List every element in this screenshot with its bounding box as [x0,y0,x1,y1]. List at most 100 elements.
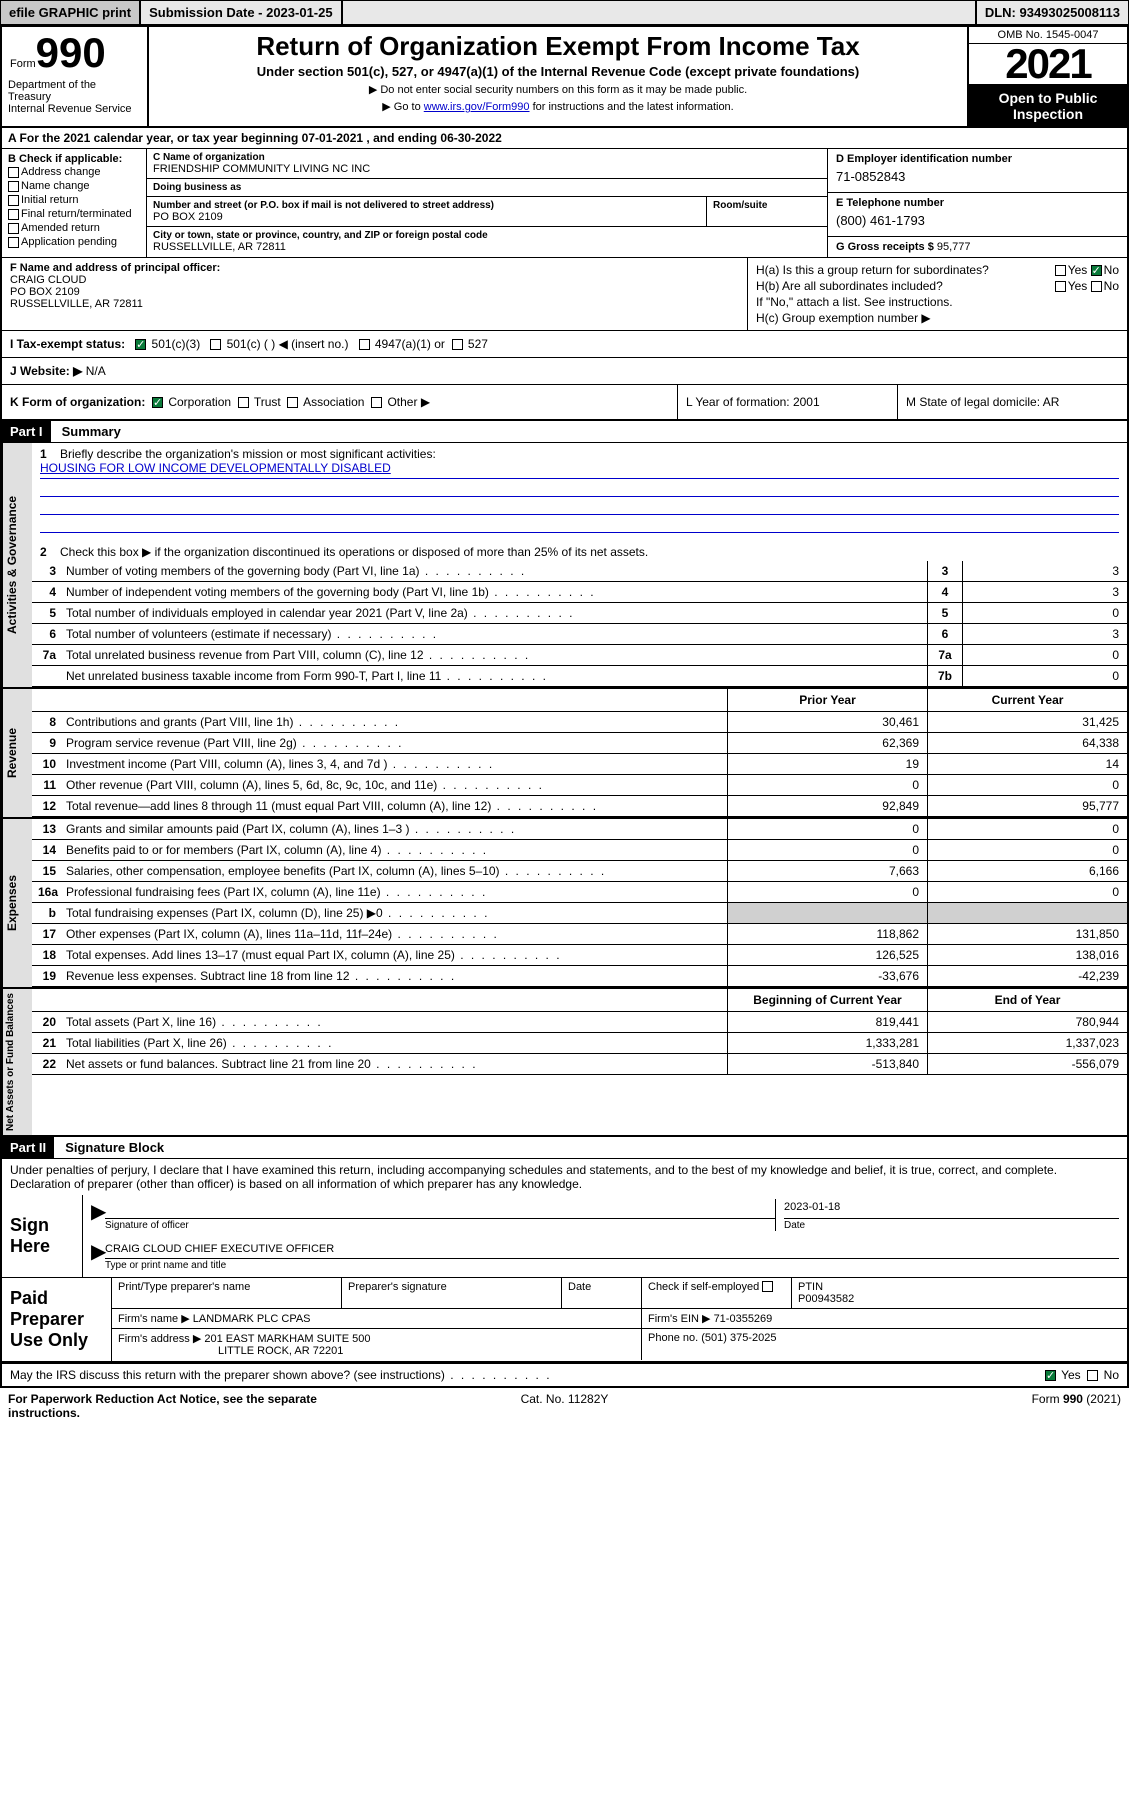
table-row: 22Net assets or fund balances. Subtract … [32,1054,1127,1075]
chk-address-change[interactable] [8,167,19,178]
table-row: 14Benefits paid to or for members (Part … [32,840,1127,861]
firm-name-label: Firm's name ▶ [118,1313,190,1325]
chk-self-employed[interactable] [762,1281,773,1292]
chk-application-pending[interactable] [8,237,19,248]
sig-officer-label: Signature of officer [105,1219,775,1231]
ha-label: H(a) Is this a group return for subordin… [756,263,989,277]
chk-final-return[interactable] [8,209,19,220]
sign-here-label: Sign Here [2,1195,82,1277]
sig-date: 2023-01-18 [784,1201,840,1213]
lbl-name-change: Name change [21,180,90,192]
tax-year: 2021 [969,44,1127,86]
efile-print-button[interactable]: efile GRAPHIC print [1,1,141,24]
lbl-other: Other ▶ [387,395,430,409]
form-header: Form990 Department of the Treasury Inter… [2,27,1127,128]
note2-suffix: for instructions and the latest informat… [530,101,734,113]
col-h: H(a) Is this a group return for subordin… [747,258,1127,330]
phone-value: (800) 461-1793 [836,209,1119,232]
table-row: 9Program service revenue (Part VIII, lin… [32,733,1127,754]
chk-ha-no[interactable] [1091,265,1102,276]
beginning-year-header: Beginning of Current Year [727,989,927,1011]
section-a-text: A For the 2021 calendar year, or tax yea… [8,131,302,145]
col-b-checkboxes: B Check if applicable: Address change Na… [2,149,147,257]
end-year-header: End of Year [927,989,1127,1011]
prep-sig-label: Preparer's signature [342,1278,562,1308]
hb-label: H(b) Are all subordinates included? [756,279,943,293]
lbl-501c: 501(c) ( ) ◀ (insert no.) [227,337,349,351]
chk-corporation[interactable] [152,397,163,408]
lbl-initial-return: Initial return [21,194,78,206]
prep-date-label: Date [562,1278,642,1308]
row-k: K Form of organization: Corporation Trus… [2,385,1127,421]
vtab-revenue: Revenue [2,689,32,817]
chk-501c[interactable] [210,339,221,350]
firm-addr1: 201 EAST MARKHAM SUITE 500 [204,1333,370,1345]
table-row: 16aProfessional fundraising fees (Part I… [32,882,1127,903]
chk-527[interactable] [452,339,463,350]
chk-discuss-no[interactable] [1087,1370,1098,1381]
part1-header-row: Part I Summary [2,421,1127,443]
street-address: PO BOX 2109 [153,211,700,223]
penalty-statement: Under penalties of perjury, I declare th… [2,1159,1127,1195]
chk-discuss-yes[interactable] [1045,1370,1056,1381]
mission-line-4 [40,515,1119,533]
lbl-final-return: Final return/terminated [21,208,132,220]
officer-label: F Name and address of principal officer: [10,262,739,274]
activities-governance-section: Activities & Governance 1Briefly describ… [2,443,1127,689]
tax-exempt-label: I Tax-exempt status: [10,337,125,351]
tax-year-begin: 07-01-2021 [302,131,363,145]
table-row: 15Salaries, other compensation, employee… [32,861,1127,882]
lbl-application-pending: Application pending [21,236,117,248]
gross-receipts-label: G Gross receipts $ [836,241,937,253]
irs-link[interactable]: www.irs.gov/Form990 [424,101,530,113]
website-label: J Website: ▶ [10,364,82,378]
part2-title: Signature Block [57,1137,172,1158]
lbl-no: No [1104,263,1119,277]
chk-association[interactable] [287,397,298,408]
table-row: 21Total liabilities (Part X, line 26)1,3… [32,1033,1127,1054]
open-to-public: Open to Public Inspection [969,86,1127,126]
chk-hb-no[interactable] [1091,281,1102,292]
ptin-label: PTIN [798,1281,823,1293]
form-label: Form [10,58,36,70]
chk-hb-yes[interactable] [1055,281,1066,292]
chk-name-change[interactable] [8,181,19,192]
col-c: C Name of organization FRIENDSHIP COMMUN… [147,149,827,257]
dept-treasury: Department of the Treasury Internal Reve… [2,75,147,119]
table-row: 3Number of voting members of the governi… [32,561,1127,582]
mission-line-3 [40,497,1119,515]
table-row: 11Other revenue (Part VIII, column (A), … [32,775,1127,796]
table-row: bTotal fundraising expenses (Part IX, co… [32,903,1127,924]
chk-ha-yes[interactable] [1055,265,1066,276]
city-state-zip: RUSSELLVILLE, AR 72811 [153,241,821,253]
chk-501c3[interactable] [135,339,146,350]
ein-label: D Employer identification number [836,153,1119,165]
chk-4947[interactable] [359,339,370,350]
form-version: Form 990 (2021) [750,1392,1121,1420]
lbl-association: Association [303,395,364,409]
form-subtitle: Under section 501(c), 527, or 4947(a)(1)… [157,64,959,79]
section-a: A For the 2021 calendar year, or tax yea… [2,128,1127,149]
officer-name-line: CRAIG CLOUD CHIEF EXECUTIVE OFFICER [105,1239,1119,1259]
chk-amended-return[interactable] [8,223,19,234]
table-row: 12Total revenue—add lines 8 through 11 (… [32,796,1127,817]
check-self-employed: Check if self-employed [648,1281,759,1293]
firm-name: LANDMARK PLC CPAS [193,1313,311,1325]
topbar: efile GRAPHIC print Submission Date - 20… [0,0,1129,25]
chk-other[interactable] [371,397,382,408]
firm-ein-label: Firm's EIN ▶ [648,1313,711,1325]
lbl-corporation: Corporation [168,395,231,409]
q1-text: Briefly describe the organization's miss… [60,447,436,461]
lbl-no-2: No [1104,279,1119,293]
chk-trust[interactable] [238,397,249,408]
chk-initial-return[interactable] [8,195,19,206]
table-row: 10Investment income (Part VIII, column (… [32,754,1127,775]
officer-signature-line[interactable] [105,1199,775,1219]
row-j: J Website: ▶ N/A [2,358,1127,384]
cat-no: Cat. No. 11282Y [379,1392,750,1420]
ein-value: 71-0852843 [836,165,1119,188]
col-f: F Name and address of principal officer:… [2,258,747,330]
table-row: 18Total expenses. Add lines 13–17 (must … [32,945,1127,966]
submission-date: Submission Date - 2023-01-25 [141,1,343,24]
table-row: 5Total number of individuals employed in… [32,603,1127,624]
